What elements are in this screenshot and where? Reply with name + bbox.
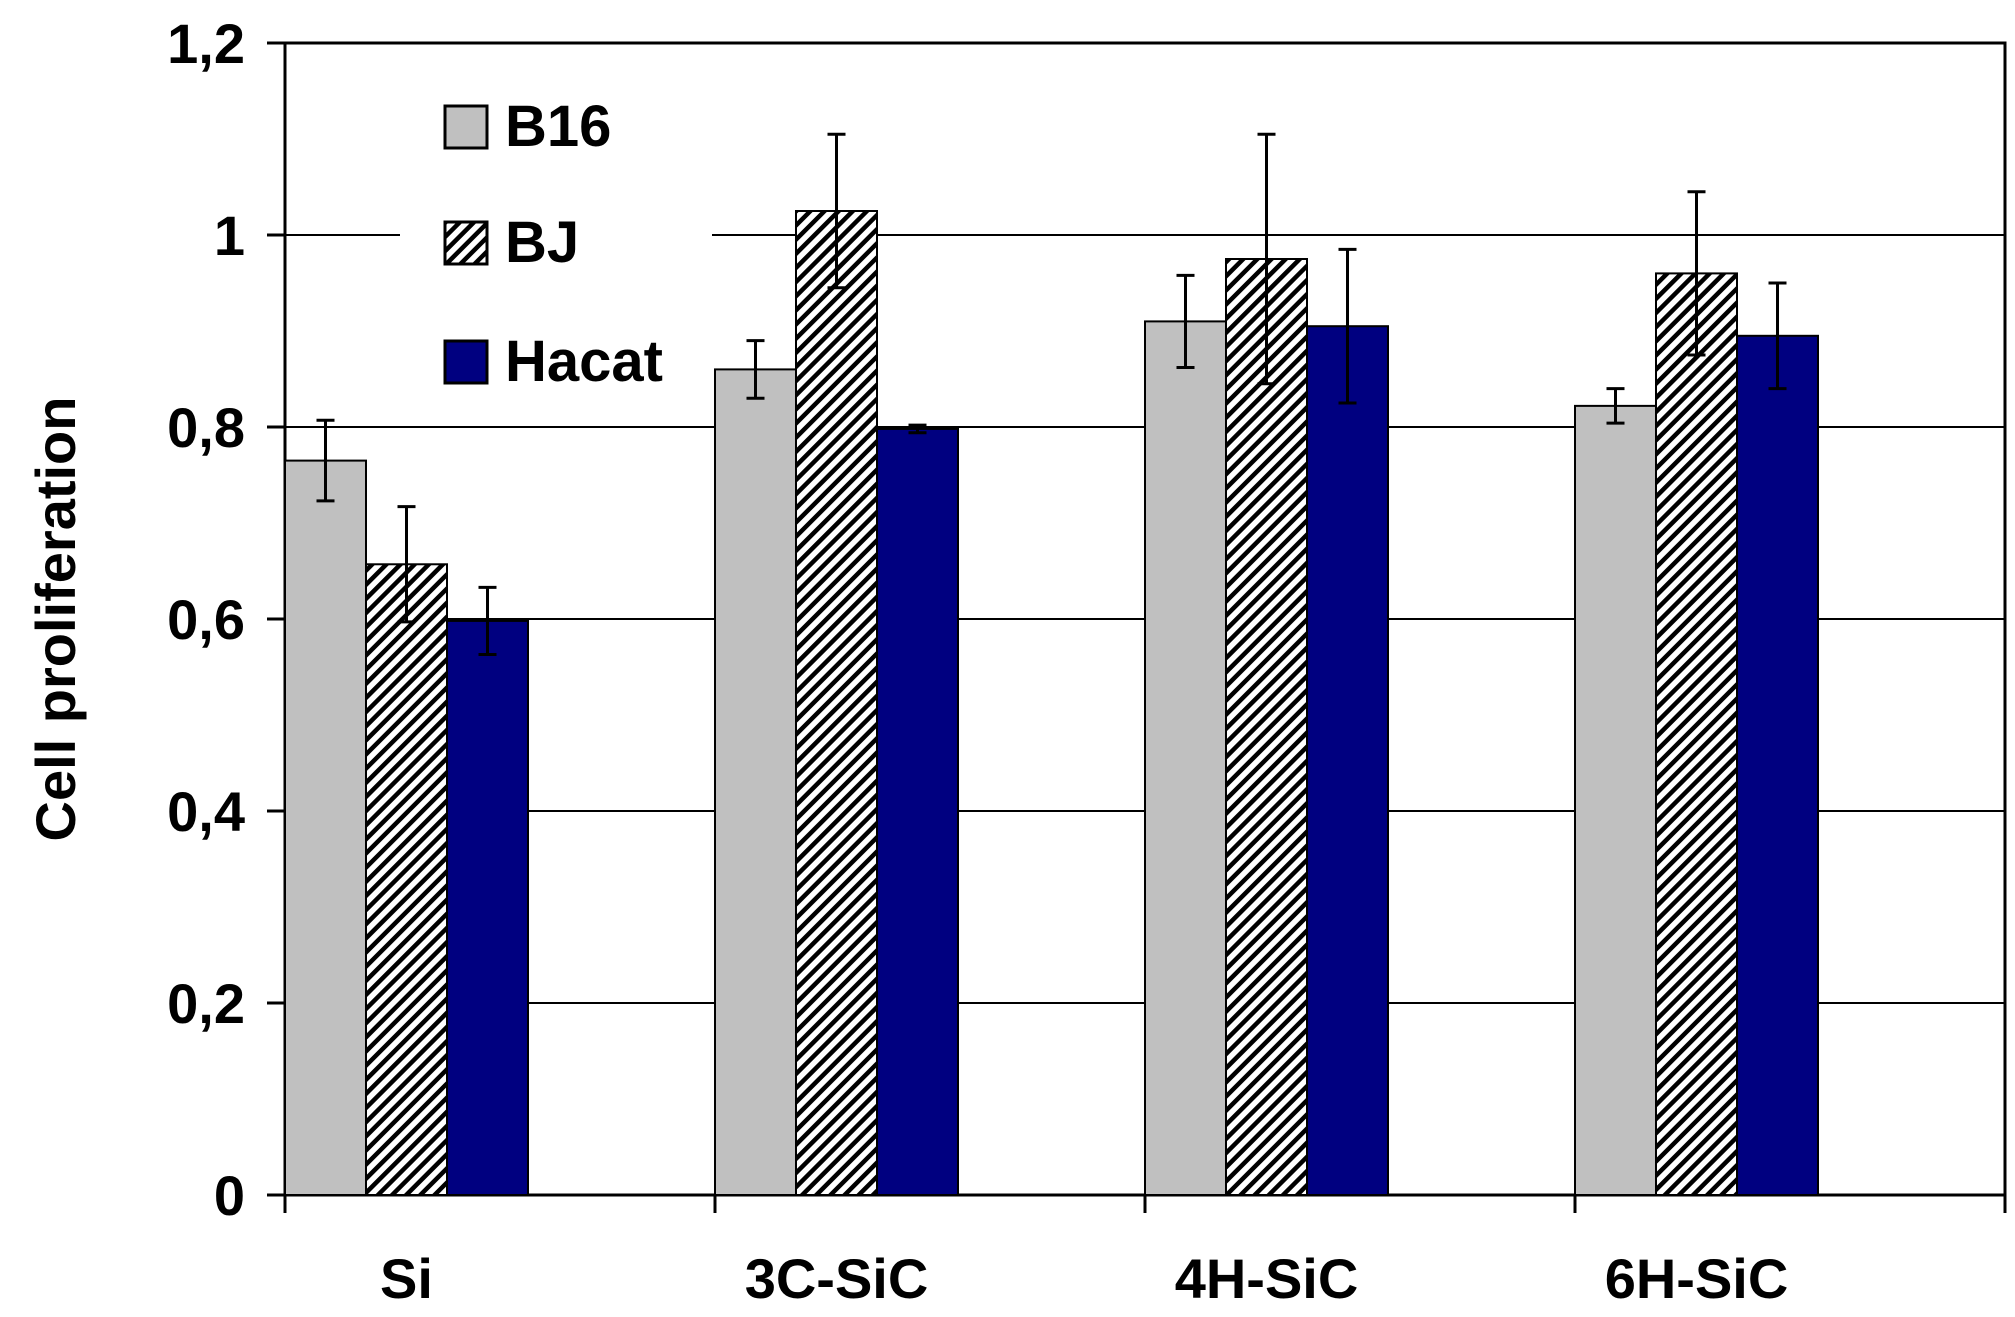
bar-hacat	[876, 427, 959, 1197]
y-tick-label: 1,2	[167, 12, 245, 75]
bars	[284, 210, 1819, 1197]
x-category-label: 6H-SiC	[1605, 1247, 1789, 1310]
error-bars	[316, 132, 1787, 657]
legend: B16 BJ Hacat	[443, 94, 663, 394]
y-axis-title: Cell proliferation	[24, 397, 87, 842]
bar-bj	[1655, 272, 1738, 1196]
bar-hacat	[1306, 325, 1389, 1196]
x-category-label: 4H-SiC	[1175, 1247, 1359, 1310]
y-tick-label: 0,8	[167, 396, 245, 459]
bar-hacat	[1736, 334, 1819, 1196]
legend-swatch-hacat	[443, 339, 489, 385]
y-axis: 0 0,2 0,4 0,6 0,8 1 1,2	[167, 12, 285, 1227]
x-category-label: Si	[380, 1247, 433, 1310]
y-tick-label: 0,6	[167, 588, 245, 651]
y-tick-label: 0,2	[167, 972, 245, 1035]
legend-swatch-bj	[443, 220, 489, 266]
bar-b16	[284, 459, 367, 1197]
bar-b16	[1574, 404, 1657, 1196]
bar-bj	[365, 563, 448, 1196]
x-category-label: 3C-SiC	[745, 1247, 929, 1310]
legend-label-hacat: Hacat	[505, 329, 663, 394]
bar-bj	[1225, 258, 1308, 1196]
legend-label-b16: B16	[505, 94, 611, 159]
bar-b16	[714, 368, 797, 1196]
legend-label-bj: BJ	[505, 210, 579, 275]
y-tick-label: 0,4	[167, 780, 245, 843]
bar-hacat	[446, 619, 529, 1196]
bar-bj	[795, 210, 878, 1196]
y-tick-label: 0	[214, 1164, 245, 1227]
legend-swatch-b16	[443, 104, 489, 150]
x-axis: Si 3C-SiC 4H-SiC 6H-SiC	[283, 1195, 2007, 1310]
y-tick-label: 1	[214, 204, 245, 267]
bar-b16	[1144, 320, 1227, 1196]
